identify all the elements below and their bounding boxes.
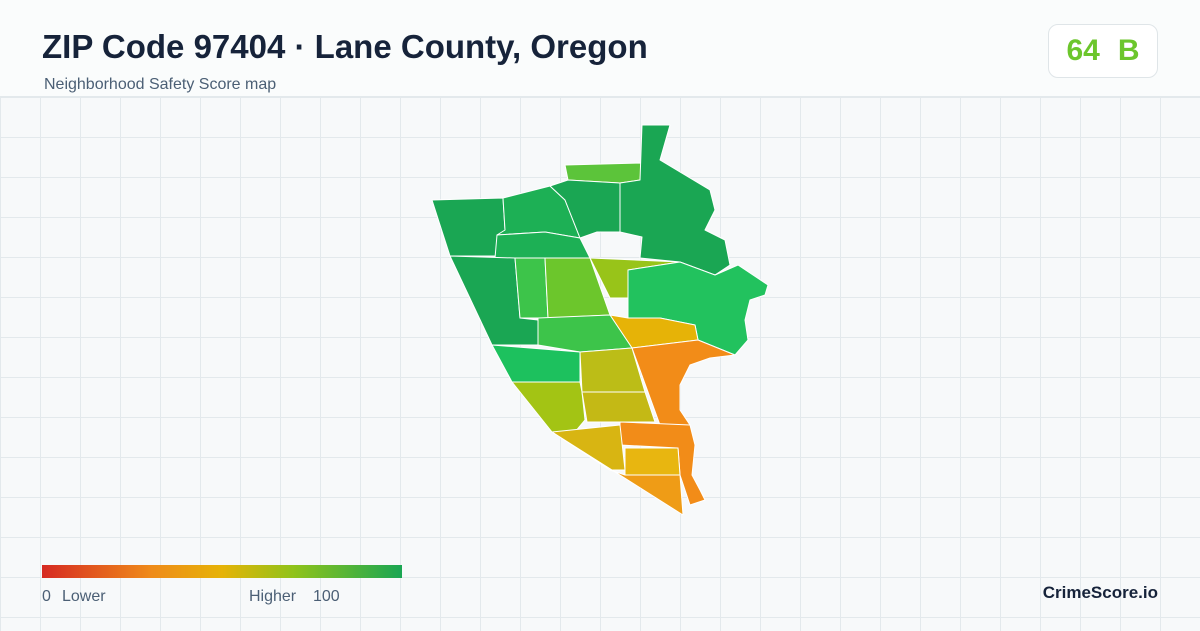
score-value: 64 — [1066, 34, 1100, 67]
score-badge: 64 B — [1048, 24, 1158, 78]
legend-gradient — [42, 565, 402, 578]
header: ZIP Code 97404 · Lane County, Oregon Nei… — [0, 0, 1200, 96]
region — [511, 381, 586, 433]
region — [551, 431, 684, 516]
score-grade: B — [1117, 34, 1140, 67]
region — [514, 257, 549, 319]
legend-min: 0 — [42, 588, 51, 605]
brand: CrimeScore.io — [1042, 583, 1158, 602]
legend-max-label: Higher — [249, 588, 297, 605]
region — [494, 231, 591, 259]
legend-min-label: Lower — [62, 588, 106, 605]
region — [551, 424, 626, 471]
region — [619, 124, 731, 276]
subtitle: Neighborhood Safety Score map — [44, 76, 277, 93]
region — [581, 391, 656, 423]
legend-max: 100 — [313, 588, 340, 605]
title: ZIP Code 97404 · Lane County, Oregon — [42, 28, 648, 65]
region — [619, 421, 706, 506]
region — [431, 197, 506, 257]
region — [491, 344, 581, 383]
region — [624, 447, 681, 476]
region — [549, 179, 621, 239]
